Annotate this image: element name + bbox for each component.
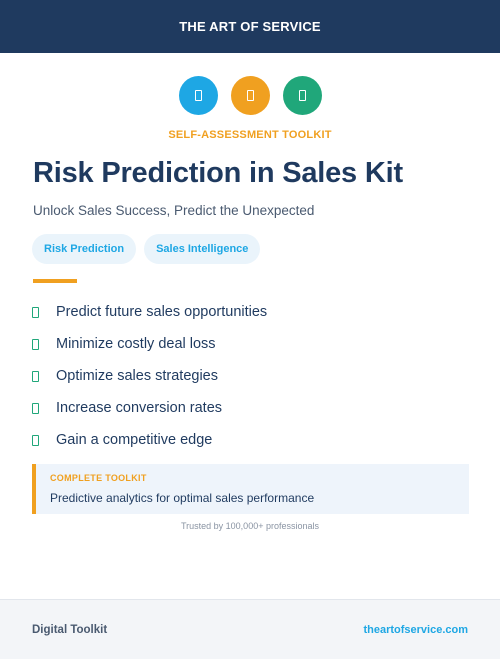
list-item: Minimize costly deal loss <box>32 328 267 360</box>
list-item: Increase conversion rates <box>32 392 267 424</box>
list-item: Optimize sales strategies <box>32 360 267 392</box>
document-icon <box>298 90 306 101</box>
footer-label: Digital Toolkit <box>32 623 108 636</box>
document-icon <box>194 90 202 101</box>
benefit-text: Minimize costly deal loss <box>56 336 216 352</box>
tag-sales-intelligence: Sales Intelligence <box>144 234 261 264</box>
callout-text: Predictive analytics for optimal sales p… <box>50 491 315 505</box>
list-item: Gain a competitive edge <box>32 424 267 456</box>
toolkit-callout: COMPLETE TOOLKIT Predictive analytics fo… <box>32 464 469 514</box>
check-icon <box>32 338 39 350</box>
check-icon <box>32 306 39 318</box>
callout-label: COMPLETE TOOLKIT <box>50 473 147 483</box>
tag-risk-prediction: Risk Prediction <box>32 234 137 264</box>
benefit-list: Predict future sales opportunities Minim… <box>32 296 267 456</box>
document-icon <box>246 90 254 101</box>
benefit-text: Optimize sales strategies <box>56 368 218 384</box>
eyebrow-label: SELF-ASSESSMENT TOOLKIT <box>168 129 332 141</box>
tag-list: Risk Prediction Sales Intelligence <box>32 234 261 264</box>
brand-title: THE ART OF SERVICE <box>179 19 321 34</box>
benefit-text: Gain a competitive edge <box>56 432 213 448</box>
footer: Digital Toolkit theartofservice.com <box>0 599 500 659</box>
check-icon <box>32 370 39 382</box>
benefit-text: Increase conversion rates <box>56 400 223 416</box>
trust-note: Trusted by 100,000+ professionals <box>180 521 319 531</box>
check-icon <box>32 434 39 446</box>
list-item: Predict future sales opportunities <box>32 296 267 328</box>
accent-divider <box>33 279 77 283</box>
icon-circle-orange <box>230 76 270 115</box>
footer-website-link[interactable]: theartofservice.com <box>363 623 468 636</box>
top-banner: THE ART OF SERVICE <box>0 0 500 53</box>
benefit-text: Predict future sales opportunities <box>56 304 268 320</box>
icon-circle-blue <box>178 76 218 115</box>
icon-row <box>0 76 500 115</box>
page-title: Risk Prediction in Sales Kit <box>33 157 403 189</box>
icon-circle-green <box>282 76 322 115</box>
check-icon <box>32 402 39 414</box>
page-subtitle: Unlock Sales Success, Predict the Unexpe… <box>33 203 315 218</box>
